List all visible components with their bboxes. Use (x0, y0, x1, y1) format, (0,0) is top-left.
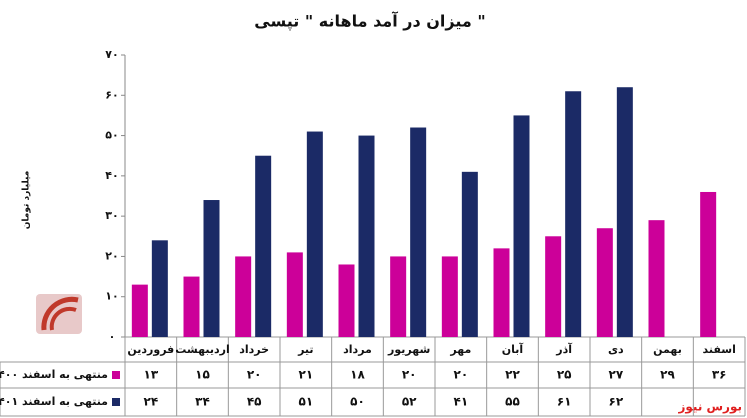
bar (390, 256, 407, 337)
y-tick-label: ۰ (109, 330, 116, 343)
bar (648, 220, 665, 337)
legend-swatch (112, 398, 120, 406)
table-value: ۲۷ (609, 368, 624, 382)
table-value: ۴۵ (247, 395, 262, 409)
bar (183, 276, 200, 337)
bar (700, 191, 717, 337)
x-tick-label: اسفند (702, 343, 735, 356)
bar (286, 252, 303, 337)
table-value: ۱۳ (144, 368, 159, 382)
chart-title: میزان در آمد ماهانه " تپسی " (254, 11, 485, 32)
bar (493, 248, 510, 337)
table-value: ۲۰ (247, 368, 262, 382)
table-value: ۲۵ (557, 368, 572, 382)
x-tick-label: فروردین (127, 343, 174, 356)
x-tick-label: تیر (297, 343, 313, 356)
table-value: ۱۵ (195, 368, 210, 382)
table-value: ۶۲ (609, 395, 624, 409)
bar (151, 240, 168, 337)
legend-label: منتهی به اسفند ۱۴۰۰ (0, 368, 108, 381)
x-tick-label: اردیبهشت (175, 343, 229, 356)
legend-swatch (112, 371, 120, 379)
table-value: ۲۰ (454, 368, 469, 382)
table-value: ۳۴ (195, 395, 210, 409)
table-value: ۵۲ (402, 395, 417, 409)
y-tick-label: ۶۰ (105, 88, 118, 101)
bar (565, 91, 582, 337)
table-value: ۲۰ (402, 368, 417, 382)
table-value: ۵۵ (505, 395, 520, 409)
y-tick-label: ۵۰ (105, 129, 118, 142)
x-tick-label: خرداد (239, 343, 269, 356)
bar (461, 171, 478, 337)
bar (513, 115, 530, 337)
table-value: ۴۱ (454, 395, 469, 409)
bar (358, 135, 375, 337)
table-value: ۲۲ (505, 368, 520, 382)
table-value: ۶۱ (557, 395, 572, 409)
x-tick-label: آبان (502, 342, 524, 356)
table-value: ۱۸ (350, 368, 365, 382)
x-tick-label: بهمن (653, 343, 682, 356)
table-value: ۳۶ (712, 368, 727, 382)
bar (616, 87, 633, 337)
y-tick-label: ۷۰ (105, 48, 118, 61)
x-tick-label: شهریور (387, 343, 430, 356)
x-tick-label: مهر (449, 343, 471, 356)
table-value: ۵۰ (350, 395, 365, 409)
table-value: ۲۹ (660, 368, 675, 382)
bar (410, 127, 427, 337)
bar (235, 256, 252, 337)
source-label: بورس نیوز (677, 400, 742, 415)
bar (596, 228, 613, 337)
x-tick-label: آذر (555, 342, 572, 356)
bar (545, 236, 562, 337)
logo (36, 294, 82, 334)
y-tick-label: ۱۰ (105, 290, 118, 303)
table-value: ۵۱ (299, 395, 314, 409)
y-tick-label: ۴۰ (105, 169, 118, 182)
x-tick-label: مرداد (343, 343, 372, 356)
table-value: ۲۴ (144, 395, 159, 409)
bar (306, 131, 323, 337)
y-axis-label: میلیارد تومان (22, 171, 32, 230)
bar (441, 256, 458, 337)
x-tick-label: دی (608, 343, 624, 356)
table-value: ۲۱ (299, 368, 314, 382)
bar (338, 264, 355, 337)
bar (255, 155, 272, 337)
legend-label: منتهی به اسفند ۱۴۰۱ (0, 395, 108, 408)
y-tick-label: ۳۰ (105, 209, 118, 222)
bar (131, 284, 148, 337)
y-tick-label: ۲۰ (105, 249, 118, 262)
bar (203, 200, 220, 337)
